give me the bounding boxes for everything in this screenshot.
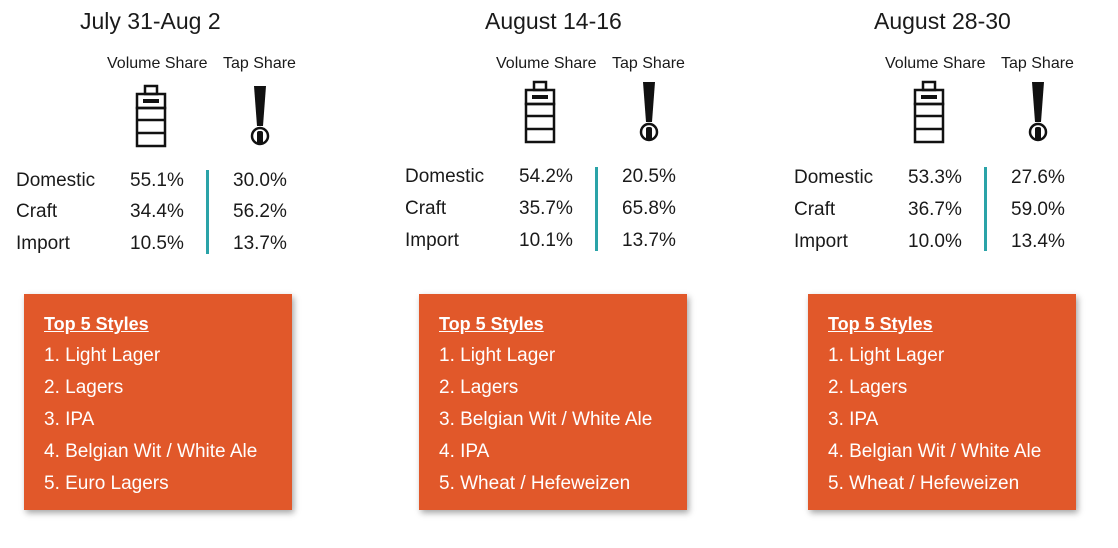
- style-item: 3. Belgian Wit / White Ale: [439, 409, 653, 430]
- tap-share-value: 13.7%: [233, 233, 287, 254]
- tap-share-header: Tap Share: [223, 55, 296, 72]
- row-label: Import: [405, 230, 459, 251]
- top-styles-title: Top 5 Styles: [439, 314, 544, 334]
- style-item: 1. Light Lager: [44, 345, 161, 366]
- beer-keg-icon: [524, 80, 556, 144]
- style-item: 2. Lagers: [439, 377, 519, 398]
- share-row-craft: Craft 34.4% 56.2%: [16, 201, 356, 231]
- style-item: 5. Euro Lagers: [44, 473, 169, 494]
- style-item: 5. Wheat / Hefeweizen: [828, 473, 1020, 494]
- volume-share-value: 10.5%: [130, 233, 184, 254]
- row-label: Domestic: [794, 167, 874, 188]
- row-label: Craft: [405, 198, 447, 219]
- tap-share-value: 59.0%: [1011, 199, 1065, 220]
- row-label: Import: [16, 233, 70, 254]
- style-item: 1. Light Lager: [439, 345, 556, 366]
- volume-share-value: 10.1%: [519, 230, 573, 251]
- volume-share-header: Volume Share: [496, 55, 597, 72]
- style-item: 3. IPA: [828, 409, 879, 430]
- beer-tap-handle-icon: [639, 82, 659, 142]
- period-title: August 28-30: [874, 8, 1011, 34]
- share-row-import: Import 10.1% 13.7%: [405, 230, 745, 260]
- volume-share-header: Volume Share: [885, 55, 986, 72]
- row-label: Domestic: [16, 170, 96, 191]
- period-column: August 28-30 Volume Share Tap Share Dome…: [778, 0, 1118, 548]
- share-row-domestic: Domestic 53.3% 27.6%: [794, 167, 1118, 197]
- period-title: July 31-Aug 2: [80, 8, 221, 34]
- row-label: Craft: [794, 199, 836, 220]
- tap-share-value: 27.6%: [1011, 167, 1065, 188]
- volume-share-value: 54.2%: [519, 166, 573, 187]
- period-title: August 14-16: [485, 8, 622, 34]
- top-styles-box: Top 5 Styles 1. Light Lager 2. Lagers 3.…: [419, 294, 687, 510]
- style-item: 5. Wheat / Hefeweizen: [439, 473, 631, 494]
- style-item: 2. Lagers: [44, 377, 124, 398]
- style-item: 4. IPA: [439, 441, 490, 462]
- period-column: August 14-16 Volume Share Tap Share Dome…: [389, 0, 749, 548]
- share-row-import: Import 10.5% 13.7%: [16, 233, 356, 263]
- volume-share-value: 53.3%: [908, 167, 962, 188]
- row-label: Domestic: [405, 166, 485, 187]
- tap-share-value: 65.8%: [622, 198, 676, 219]
- style-item: 4. Belgian Wit / White Ale: [828, 441, 1042, 462]
- style-item: 1. Light Lager: [828, 345, 945, 366]
- share-row-domestic: Domestic 54.2% 20.5%: [405, 166, 745, 196]
- volume-share-value: 10.0%: [908, 231, 962, 252]
- top-styles-box: Top 5 Styles 1. Light Lager 2. Lagers 3.…: [808, 294, 1076, 510]
- share-row-craft: Craft 35.7% 65.8%: [405, 198, 745, 228]
- volume-share-value: 36.7%: [908, 199, 962, 220]
- volume-share-header: Volume Share: [107, 55, 208, 72]
- tap-share-value: 30.0%: [233, 170, 287, 191]
- tap-share-value: 20.5%: [622, 166, 676, 187]
- tap-share-value: 13.4%: [1011, 231, 1065, 252]
- tap-share-value: 13.7%: [622, 230, 676, 251]
- style-item: 4. Belgian Wit / White Ale: [44, 441, 258, 462]
- tap-share-value: 56.2%: [233, 201, 287, 222]
- column-divider: [595, 167, 598, 251]
- beer-keg-icon: [135, 84, 167, 148]
- beer-tap-handle-icon: [250, 86, 270, 146]
- row-label: Import: [794, 231, 848, 252]
- volume-share-value: 35.7%: [519, 198, 573, 219]
- top-styles-title: Top 5 Styles: [44, 314, 149, 334]
- share-row-craft: Craft 36.7% 59.0%: [794, 199, 1118, 229]
- top-styles-box: Top 5 Styles 1. Light Lager 2. Lagers 3.…: [24, 294, 292, 510]
- beer-tap-handle-icon: [1028, 82, 1048, 142]
- style-item: 2. Lagers: [828, 377, 908, 398]
- tap-share-header: Tap Share: [612, 55, 685, 72]
- top-styles-title: Top 5 Styles: [828, 314, 933, 334]
- column-divider: [984, 167, 987, 251]
- volume-share-value: 55.1%: [130, 170, 184, 191]
- row-label: Craft: [16, 201, 58, 222]
- period-column: July 31-Aug 2 Volume Share Tap Share Dom…: [0, 0, 360, 548]
- style-item: 3. IPA: [44, 409, 95, 430]
- beer-keg-icon: [913, 80, 945, 144]
- column-divider: [206, 170, 209, 254]
- share-row-domestic: Domestic 55.1% 30.0%: [16, 170, 356, 200]
- share-row-import: Import 10.0% 13.4%: [794, 231, 1118, 261]
- volume-share-value: 34.4%: [130, 201, 184, 222]
- tap-share-header: Tap Share: [1001, 55, 1074, 72]
